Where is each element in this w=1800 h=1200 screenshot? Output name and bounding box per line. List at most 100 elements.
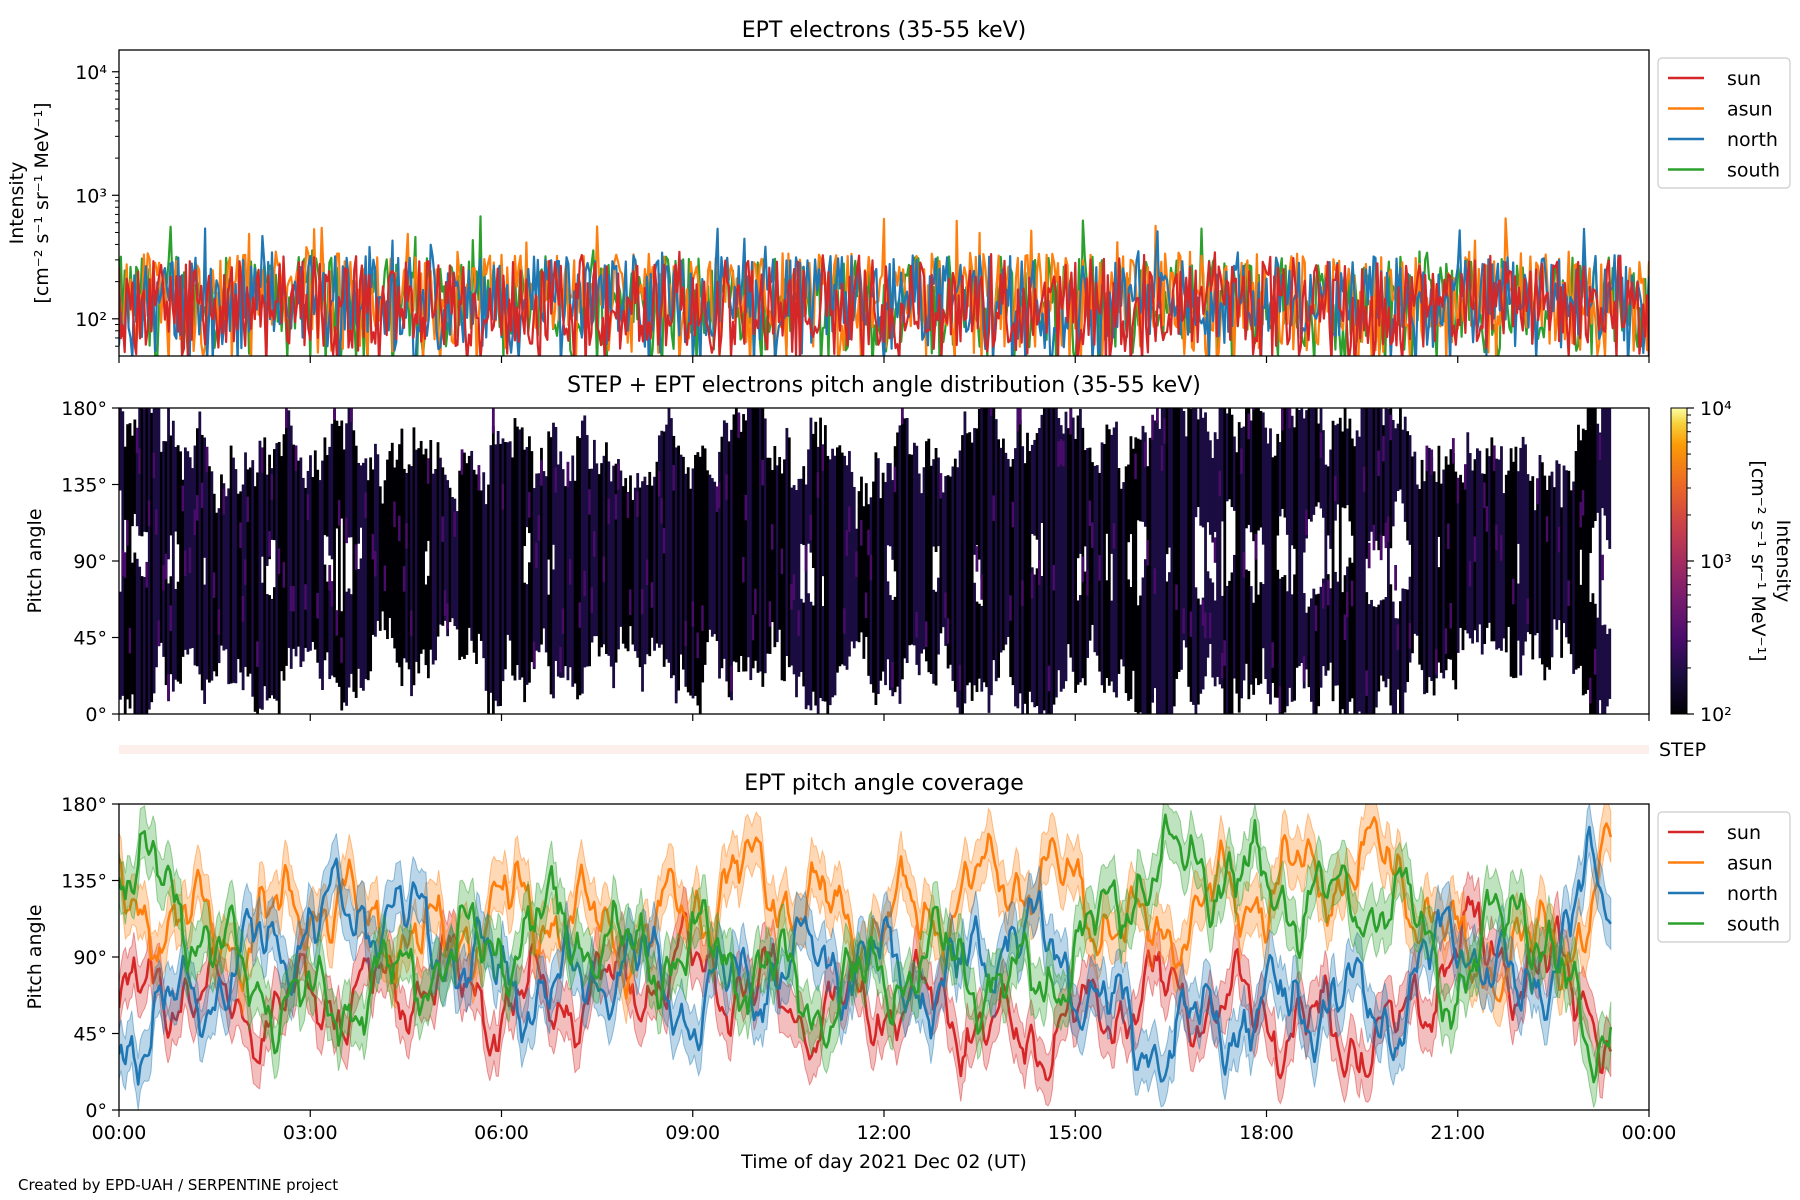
heatmap-cell	[256, 641, 259, 667]
heatmap-cell	[751, 408, 755, 669]
heatmap-cell	[176, 445, 180, 545]
heatmap-cell	[1047, 665, 1051, 692]
heatmap-cell	[1074, 438, 1078, 693]
heatmap-cell	[552, 569, 555, 699]
heatmap-cell	[1572, 481, 1576, 674]
heatmap-cell	[1322, 578, 1325, 667]
heatmap-cell	[1151, 437, 1155, 703]
heatmap-cell	[1574, 451, 1578, 670]
heatmap-cell	[1425, 468, 1429, 693]
heatmap-cell	[1009, 466, 1013, 678]
heatmap-cell	[138, 566, 142, 714]
heatmap-cell	[881, 472, 885, 672]
heatmap-cell	[787, 437, 791, 668]
heatmap-cell	[682, 456, 685, 670]
heatmap-cell	[1548, 475, 1551, 670]
heatmap-cell	[1365, 408, 1369, 559]
heatmap-cell	[426, 463, 430, 541]
heatmap-cell	[1134, 437, 1138, 713]
heatmap-cell	[1038, 559, 1041, 586]
heatmap-cell	[1018, 419, 1022, 694]
heatmap-cell	[135, 441, 139, 527]
step-strip: STEP	[119, 739, 1706, 761]
heatmap-cell	[1139, 595, 1142, 713]
heatmap-cell	[1386, 516, 1390, 542]
panel1-legend-label-asun: asun	[1727, 99, 1773, 121]
panel2-heatmap-cells	[119, 408, 1612, 714]
heatmap-cell	[1050, 408, 1053, 714]
heatmap-cell	[135, 558, 139, 714]
heatmap-cell	[799, 598, 803, 673]
heatmap-cell	[939, 473, 943, 499]
heatmap-cell	[1463, 464, 1467, 490]
heatmap-cell	[1035, 568, 1039, 707]
series-line-asun	[119, 217, 1649, 356]
heatmap-cell	[131, 562, 134, 695]
heatmap-cell	[484, 504, 488, 691]
colorbar-ticks: 10² 10³ 10⁴	[1687, 398, 1732, 726]
heatmap-cell	[133, 419, 137, 515]
heatmap-cell	[1201, 600, 1205, 626]
heatmap-cell	[1543, 475, 1547, 681]
heatmap-cell	[900, 417, 904, 680]
heatmap-cell	[742, 556, 745, 583]
heatmap-cell	[633, 487, 637, 652]
heatmap-cell	[684, 620, 688, 647]
heatmap-cell	[441, 516, 445, 542]
heatmap-cell	[1447, 464, 1450, 659]
heatmap-cell	[345, 423, 348, 537]
heatmap-cell	[489, 445, 493, 693]
heatmap-cell	[354, 544, 358, 570]
heatmap-cell	[260, 447, 264, 473]
heatmap-cell	[937, 457, 940, 547]
heatmap-cell	[1384, 522, 1388, 549]
heatmap-cell	[1382, 425, 1385, 536]
heatmap-cell	[1083, 571, 1087, 686]
heatmap-cell	[975, 546, 979, 572]
heatmap-cell	[294, 458, 298, 657]
heatmap-cell	[1172, 408, 1176, 707]
panel2-ytick-label: 180°	[61, 398, 107, 420]
heatmap-cell	[944, 592, 948, 618]
heatmap-cell	[852, 486, 856, 649]
heatmap-cell	[576, 436, 579, 700]
heatmap-cell	[1235, 452, 1239, 694]
heatmap-cell	[1088, 500, 1092, 526]
heatmap-cell	[1151, 414, 1155, 441]
heatmap-cell	[335, 420, 339, 529]
heatmap-cell	[1059, 439, 1063, 465]
heatmap-cell	[1220, 652, 1224, 679]
heatmap-cell	[696, 632, 700, 659]
heatmap-cell	[1189, 408, 1193, 702]
heatmap-cell	[1502, 493, 1506, 639]
heatmap-cell	[1230, 414, 1234, 508]
heatmap-cell	[1168, 572, 1171, 714]
panel1-legend-label-north: north	[1727, 129, 1778, 151]
heatmap-cell	[1341, 431, 1345, 508]
heatmap-cell	[732, 414, 736, 662]
heatmap-cell	[1500, 535, 1503, 561]
heatmap-cell	[540, 460, 543, 486]
heatmap-cell	[155, 509, 158, 535]
heatmap-cell	[1403, 416, 1407, 522]
heatmap-cell	[419, 440, 423, 654]
heatmap-cell	[1040, 414, 1044, 524]
heatmap-cell	[1451, 438, 1455, 464]
heatmap-cell	[1141, 425, 1145, 522]
heatmap-cell	[713, 481, 717, 635]
heatmap-cell	[1322, 430, 1325, 518]
heatmap-cell	[1589, 677, 1592, 704]
heatmap-cell	[614, 494, 618, 520]
series-line-south	[119, 813, 1613, 1084]
heatmap-cell	[381, 503, 385, 612]
heatmap-cell	[1252, 408, 1256, 542]
heatmap-cell	[585, 435, 589, 667]
heatmap-cell	[285, 414, 288, 666]
heatmap-cell	[1389, 584, 1393, 706]
heatmap-cell	[443, 474, 447, 621]
heatmap-cell	[458, 470, 462, 661]
heatmap-cell	[455, 511, 459, 630]
heatmap-cell	[205, 446, 209, 473]
heatmap-cell	[583, 415, 587, 668]
heatmap-cell	[446, 603, 450, 629]
